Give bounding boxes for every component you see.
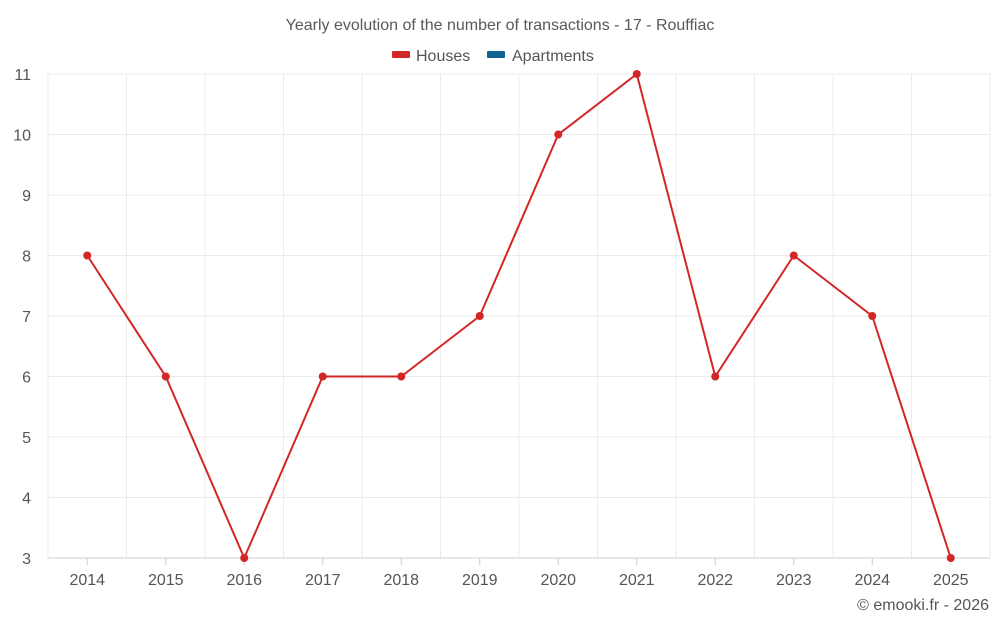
series-line-houses [86, 73, 952, 559]
x-gridlines [47, 74, 991, 558]
data-point-houses-2024[interactable] [868, 312, 877, 320]
data-point-houses-2015[interactable] [161, 372, 170, 381]
y-tick-label: 8 [22, 249, 31, 266]
legend-label-apartments[interactable]: Apartments [512, 48, 594, 65]
data-point-houses-2022[interactable] [711, 372, 720, 381]
x-tick-label: 2015 [148, 572, 184, 589]
data-point-houses-2023[interactable] [789, 251, 798, 260]
x-tick-label: 2016 [226, 572, 262, 589]
y-axis-ticks: 3 4 5 6 7 8 9 10 11 [13, 67, 31, 568]
data-point-houses-2019[interactable] [475, 312, 484, 320]
x-tick-label: 2014 [69, 572, 105, 589]
data-point-houses-2014[interactable] [83, 251, 92, 260]
x-tick-label: 2024 [854, 572, 890, 589]
data-point-houses-2016[interactable] [240, 554, 249, 562]
x-tick-label: 2018 [383, 572, 419, 589]
y-tick-label: 9 [22, 188, 31, 205]
data-point-houses-2025[interactable] [946, 554, 955, 562]
series-houses [83, 70, 955, 562]
x-tick-label: 2019 [462, 572, 498, 589]
data-point-houses-2017[interactable] [318, 372, 327, 381]
x-axis-ticks: 2014 2015 2016 2017 2018 2019 2020 2021 2022 2023… [69, 558, 969, 589]
x-tick-label: 2025 [933, 572, 969, 589]
y-tick-label: 3 [22, 551, 31, 568]
y-tick-label: 7 [22, 309, 31, 326]
legend[interactable]: Houses Apartments [392, 48, 594, 65]
x-tick-label: 2021 [619, 572, 655, 589]
y-tick-label: 10 [13, 128, 31, 145]
credit-text: © emooki.fr - 2026 [857, 597, 989, 614]
data-point-houses-2021[interactable] [632, 70, 641, 78]
x-tick-label: 2017 [305, 572, 341, 589]
legend-item-apartments[interactable]: Apartments [487, 48, 594, 65]
legend-swatch-houses [392, 51, 410, 58]
chart-title: Yearly evolution of the number of transa… [286, 17, 715, 34]
legend-label-houses[interactable]: Houses [416, 48, 470, 65]
y-tick-label: 6 [22, 370, 31, 387]
data-point-houses-2018[interactable] [397, 372, 406, 381]
legend-swatch-apartments [487, 51, 505, 58]
y-tick-label: 4 [22, 491, 31, 508]
x-tick-label: 2023 [776, 572, 812, 589]
x-tick-label: 2022 [697, 572, 733, 589]
legend-item-houses[interactable]: Houses [392, 48, 470, 65]
data-point-houses-2020[interactable] [554, 130, 563, 139]
x-tick-label: 2020 [540, 572, 576, 589]
y-tick-label: 11 [14, 67, 31, 84]
y-tick-label: 5 [22, 430, 31, 447]
